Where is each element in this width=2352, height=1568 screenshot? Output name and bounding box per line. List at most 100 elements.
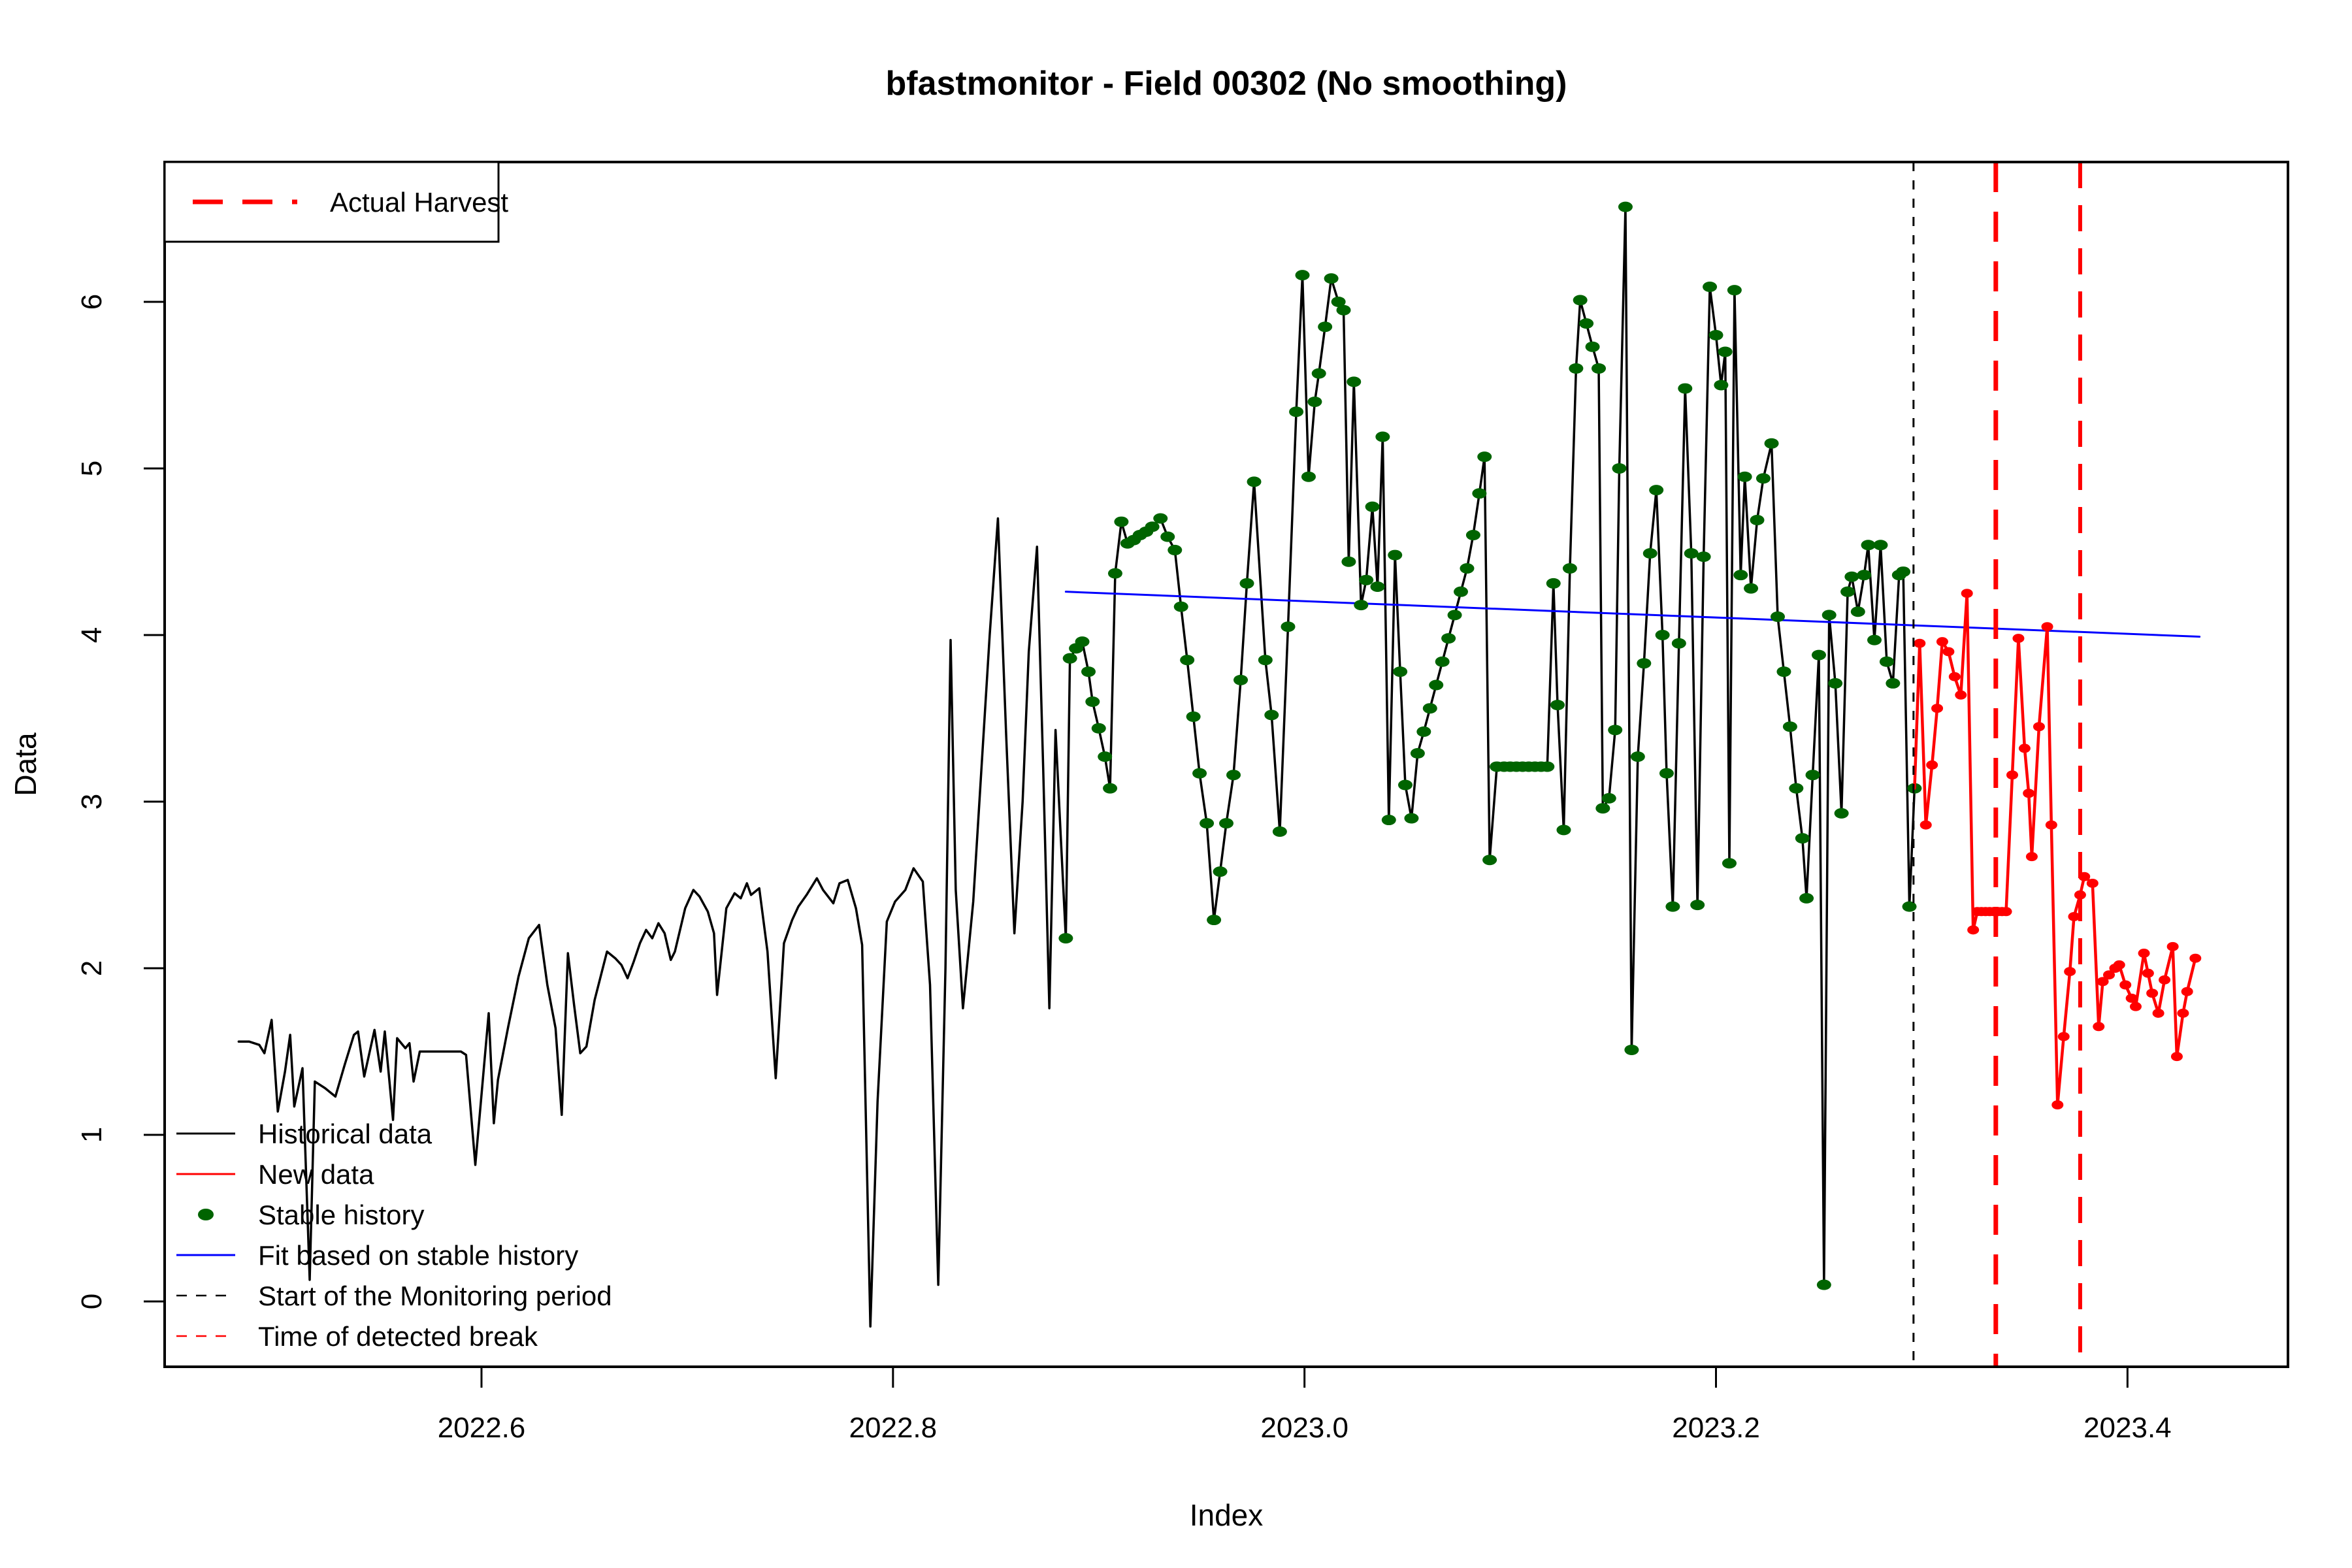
legend-item-stable-history: Stable history <box>258 1200 424 1230</box>
series-marker-stable-history <box>1573 295 1588 306</box>
series-marker-stable-history <box>1318 321 1333 333</box>
legend-actual-harvest-label: Actual Harvest <box>330 187 508 218</box>
series-marker-new-data <box>2181 987 2193 996</box>
series-marker-stable-history <box>1381 815 1396 826</box>
series-marker-stable-history <box>1612 463 1627 474</box>
series-marker-stable-history <box>1828 678 1843 689</box>
series-marker-stable-history <box>1058 933 1073 944</box>
series-marker-stable-history <box>1341 556 1356 567</box>
series-marker-stable-history <box>1744 583 1759 594</box>
series-marker-new-data <box>2025 852 2038 862</box>
series-marker-stable-history <box>1062 653 1077 664</box>
series-marker-stable-history <box>1550 700 1565 711</box>
series-marker-new-data <box>1919 820 1932 830</box>
series-marker-stable-history <box>1200 818 1215 829</box>
series-marker-stable-history <box>1404 813 1419 824</box>
series-marker-stable-history <box>1410 748 1425 759</box>
series-marker-new-data <box>2057 1032 2070 1041</box>
y-axis-label: Data <box>8 732 42 796</box>
series-marker-stable-history <box>1861 540 1876 551</box>
series-marker-stable-history <box>1114 516 1129 527</box>
series-marker-stable-history <box>1585 341 1600 352</box>
series-marker-stable-history <box>1239 578 1254 589</box>
series-marker-stable-history <box>1857 570 1872 581</box>
legend-swatch-stable-history <box>198 1209 214 1220</box>
series-marker-stable-history <box>1429 679 1444 691</box>
series-marker-stable-history <box>1091 723 1106 734</box>
series-marker-new-data <box>2086 878 2099 888</box>
legend-item-historical-data: Historical data <box>258 1119 433 1149</box>
series-marker-stable-history <box>1902 901 1917 912</box>
series-line-new-data <box>1913 591 2197 1107</box>
series-marker-stable-history <box>1649 485 1664 496</box>
series-marker-new-data <box>2138 949 2150 958</box>
series-marker-stable-history <box>1103 783 1118 794</box>
series-marker-stable-history <box>1375 431 1390 442</box>
event-vlines <box>1912 162 2082 1367</box>
series-marker-stable-history <box>1595 803 1610 814</box>
legend-main: Historical data New data Stable history … <box>176 1119 612 1352</box>
series-marker-stable-history <box>1454 586 1469 597</box>
series-marker-new-data <box>2142 968 2154 978</box>
series-marker-new-data <box>2103 970 2115 980</box>
series-marker-stable-history <box>1472 488 1487 499</box>
series-marker-new-data <box>2064 967 2076 977</box>
series-marker-new-data <box>2170 1052 2183 1062</box>
series-marker-new-data <box>2125 993 2138 1003</box>
series-marker-stable-history <box>1331 296 1346 307</box>
series-marker-stable-history <box>1226 770 1241 781</box>
series-marker-stable-history <box>1782 721 1797 732</box>
x-tick-label: 2023.0 <box>1260 1412 1348 1444</box>
series-marker-stable-history <box>1867 634 1882 645</box>
series-marker-stable-history <box>1844 571 1859 582</box>
series-marker-new-data <box>1926 760 1938 770</box>
series-marker-stable-history <box>1690 900 1705 911</box>
series-line-fit-based-on-stable-history <box>1064 591 2201 638</box>
chart-title: bfastmonitor - Field 00302 (No smoothing… <box>886 65 1567 103</box>
axis-ticks: 2022.6 2022.8 2023.0 2023.2 2023.4 0 1 2 3 4 5 6 <box>76 294 2172 1444</box>
y-tick-label: 6 <box>76 294 108 310</box>
series-marker-stable-history <box>1388 549 1403 561</box>
series-marker-stable-history <box>1733 570 1748 581</box>
series-marker-stable-history <box>1416 726 1431 737</box>
series-marker-stable-history <box>1795 833 1810 844</box>
series-marker-stable-history <box>1737 471 1752 482</box>
series-marker-new-data <box>2129 1002 2142 1011</box>
series-marker-stable-history <box>1233 674 1249 685</box>
series-marker-stable-history <box>1397 779 1413 791</box>
series-marker-stable-history <box>1569 363 1584 374</box>
series-marker-stable-history <box>1365 501 1380 512</box>
y-tick-label: 1 <box>76 1127 108 1143</box>
series-marker-stable-history <box>1850 606 1865 617</box>
series-marker-stable-history <box>1579 318 1594 329</box>
series-marker-new-data <box>2189 953 2202 963</box>
series-marker-new-data <box>2045 820 2057 830</box>
series-marker-stable-history <box>1684 548 1699 559</box>
y-tick-label: 0 <box>76 1294 108 1309</box>
series-marker-stable-history <box>1770 611 1785 622</box>
y-tick-label: 2 <box>76 960 108 976</box>
series-marker-stable-history <box>1546 578 1561 589</box>
series-marker-stable-history <box>1301 471 1316 482</box>
series-marker-stable-history <box>1886 678 1901 689</box>
legend-item-monitoring-start: Start of the Monitoring period <box>258 1281 612 1311</box>
series-marker-stable-history <box>1272 826 1287 837</box>
series-marker-stable-history <box>1671 638 1686 649</box>
series-marker-stable-history <box>1460 563 1475 574</box>
plot-border <box>163 161 2289 1368</box>
series-marker-stable-history <box>1642 548 1658 559</box>
series-marker-stable-history <box>1618 201 1633 212</box>
series-marker-stable-history <box>1805 770 1820 781</box>
series-marker-new-data <box>2097 977 2109 987</box>
series-marker-stable-history <box>1718 346 1733 357</box>
series-marker-stable-history <box>1696 551 1711 563</box>
series-marker-stable-history <box>1477 451 1492 463</box>
series-marker-stable-history <box>1608 725 1623 736</box>
series-marker-stable-history <box>1307 396 1322 407</box>
series-marker-stable-history <box>1180 655 1195 666</box>
series-marker-new-data <box>2018 743 2031 753</box>
series-marker-stable-history <box>1840 586 1855 597</box>
series-marker-stable-history <box>1354 600 1369 611</box>
series-marker-new-data <box>1942 647 1955 657</box>
series-marker-stable-history <box>1207 915 1222 926</box>
